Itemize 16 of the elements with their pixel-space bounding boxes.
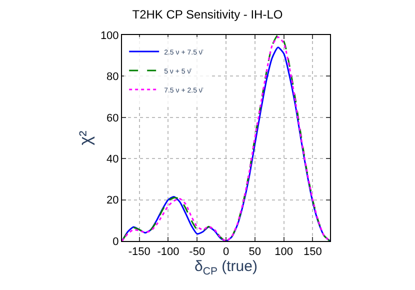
y-tick-label: 60: [106, 112, 119, 124]
chart-title: T2HK CP Sensitivity - IH-LO: [132, 8, 283, 22]
x-tick-label: -100: [157, 246, 180, 258]
x-tick-label: 50: [248, 246, 262, 258]
x-tick-label: 0: [222, 246, 230, 258]
x-tick-label: -150: [128, 246, 150, 258]
y-tick-label: 0: [112, 236, 119, 248]
x-tick-label: 150: [303, 246, 322, 258]
y-tick-label: 100: [100, 30, 119, 42]
x-axis-title: δ$_{CP}$ (true): [194, 258, 258, 278]
y-tick-label: 20: [106, 194, 119, 207]
y-tick-label: 80: [106, 71, 119, 84]
x-tick-label: 100: [274, 246, 293, 258]
x-tick-label: -50: [189, 246, 206, 258]
y-axis-title: χ²: [76, 130, 95, 146]
y-tick-label: 40: [106, 153, 119, 166]
